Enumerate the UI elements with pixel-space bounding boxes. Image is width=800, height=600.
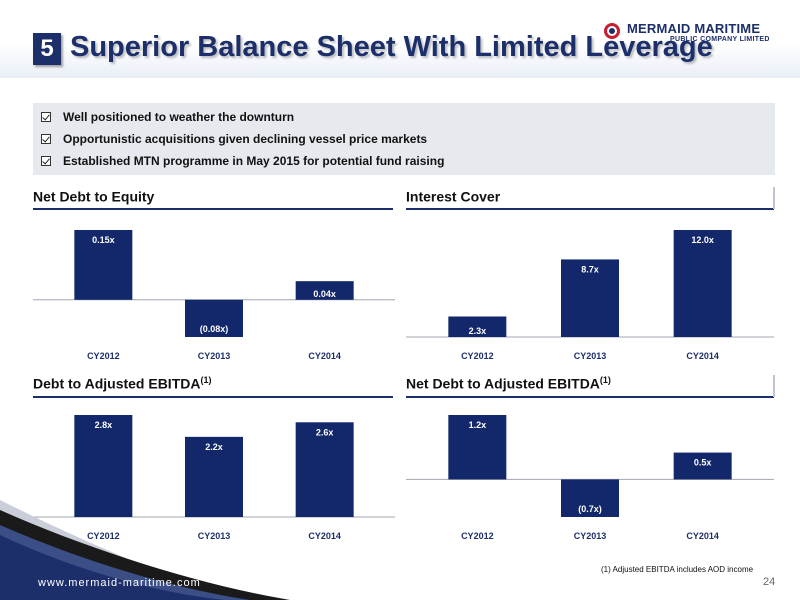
chart-title-net-debt-equity: Net Debt to Equity (33, 188, 154, 205)
chart-net-debt-equity: 0.15x CY2012 (0.08x) CY2013 0.04x CY2014 (33, 230, 395, 361)
data-label: 0.04x (313, 289, 336, 299)
chart-bar (448, 415, 507, 480)
chart-title-text: Debt to Adjusted EBITDA (33, 375, 201, 392)
checkbox-icon (41, 134, 51, 144)
x-tick-label: CY2012 (87, 531, 120, 541)
chart-bar (448, 316, 507, 337)
x-tick-label: CY2014 (308, 351, 341, 361)
company-name: MERMAID MARITIME (627, 21, 761, 36)
data-label: 0.5x (694, 458, 712, 468)
x-tick-label: CY2013 (574, 531, 607, 541)
panel-edge (773, 375, 775, 397)
chart-bar (295, 281, 354, 300)
x-tick-label: CY2013 (574, 351, 607, 361)
company-logo-icon (604, 23, 620, 39)
bullet-text: Established MTN programme in May 2015 fo… (63, 154, 445, 168)
key-points-box: Well positioned to weather the downturn … (33, 103, 775, 175)
data-label: 2.3x (469, 326, 487, 336)
x-tick-label: CY2014 (686, 531, 719, 541)
x-tick-label: CY2012 (461, 351, 494, 361)
data-label: (0.7x) (578, 504, 602, 514)
chart-bar (561, 259, 619, 337)
data-label: 1.2x (469, 420, 487, 430)
panel-edge (773, 187, 775, 209)
data-label: 0.15x (92, 235, 115, 245)
chart-title-sup: (1) (599, 375, 611, 385)
chart-bar (185, 299, 243, 337)
panel-rule (33, 396, 393, 398)
chart-title-debt-ebitda: Debt to Adjusted EBITDA(1) (33, 375, 211, 392)
data-label: 2.8x (95, 420, 113, 430)
page-number: 24 (763, 576, 776, 588)
panel-rule (406, 396, 774, 398)
panel-rule (33, 208, 393, 210)
bullet-item: Well positioned to weather the downturn (41, 106, 775, 128)
x-tick-label: CY2014 (686, 351, 719, 361)
data-label: 12.0x (691, 235, 714, 245)
chart-net-debt-ebitda: 1.2x CY2012 (0.7x) CY2013 0.5x CY2014 (406, 415, 774, 541)
x-tick-label: CY2014 (308, 531, 341, 541)
chart-interest-cover: 2.3x CY2012 8.7x CY2013 12.0x CY2014 (406, 230, 774, 361)
bullet-text: Well positioned to weather the downturn (63, 110, 295, 124)
bullet-item: Established MTN programme in May 2015 fo… (41, 150, 775, 172)
chart-bar (74, 415, 133, 517)
chart-bar (74, 230, 133, 300)
chart-debt-ebitda: 2.8x CY2012 2.2x CY2013 2.6x CY2014 (33, 415, 395, 541)
x-tick-label: CY2012 (87, 351, 120, 361)
chart-title-net-debt-ebitda: Net Debt to Adjusted EBITDA(1) (406, 375, 611, 392)
chart-title-text: Interest Cover (406, 188, 501, 205)
company-subtitle: PUBLIC COMPANY LIMITED (670, 36, 770, 43)
header-band (0, 0, 800, 78)
footer-swoosh (0, 500, 290, 600)
x-tick-label: CY2013 (198, 351, 231, 361)
chart-bar (673, 230, 732, 337)
slide-title: Superior Balance Sheet With Limited Leve… (70, 31, 713, 63)
x-tick-label: CY2013 (198, 531, 231, 541)
chart-title-sup: (1) (200, 375, 212, 385)
panel-rule (406, 208, 774, 210)
data-label: 2.2x (205, 442, 223, 452)
chart-bar (295, 422, 354, 517)
checkbox-icon (41, 112, 51, 122)
checkbox-icon (41, 156, 51, 166)
website-url: www.mermaid-maritime.com (38, 577, 201, 589)
chart-bar (185, 436, 243, 517)
data-label: 2.6x (316, 427, 334, 437)
chart-bar (673, 452, 732, 480)
data-label: (0.08x) (200, 324, 229, 334)
x-tick-label: CY2012 (461, 531, 494, 541)
footnote: (1) Adjusted EBITDA includes AOD income (601, 565, 754, 574)
chart-bar (561, 479, 619, 517)
slide-number: 5 (33, 33, 61, 65)
chart-title-text: Net Debt to Equity (33, 188, 155, 205)
chart-title-interest-cover: Interest Cover (406, 188, 500, 205)
chart-title-text: Net Debt to Adjusted EBITDA (406, 375, 600, 392)
bullet-item: Opportunistic acquisitions given declini… (41, 128, 775, 150)
bullet-text: Opportunistic acquisitions given declini… (63, 132, 428, 146)
data-label: 8.7x (581, 264, 599, 274)
